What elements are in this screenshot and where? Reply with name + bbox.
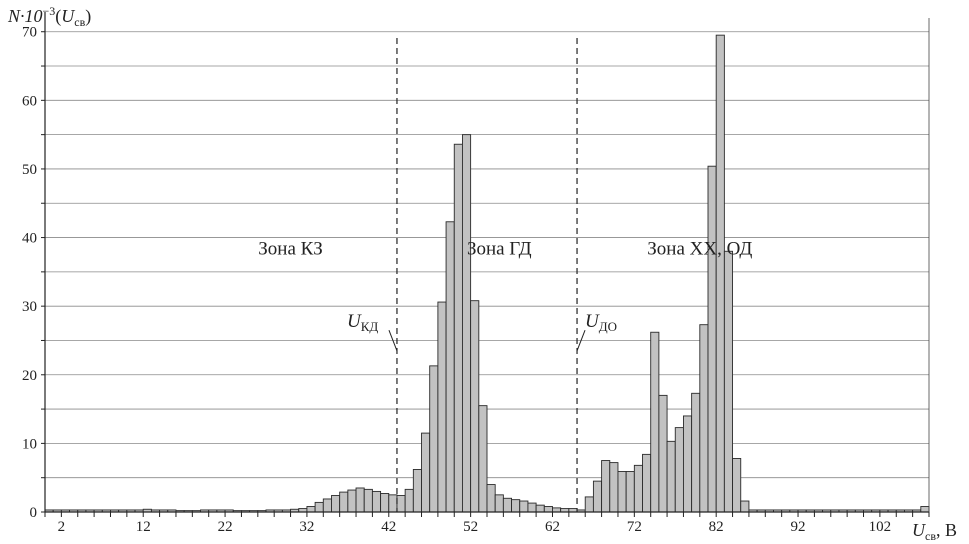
- histogram-bar: [691, 392, 701, 513]
- x-tick-label: 82: [709, 519, 724, 535]
- histogram-bar: [527, 502, 537, 513]
- histogram-bar: [715, 34, 725, 513]
- histogram-bars: [44, 34, 930, 513]
- histogram-bar: [519, 500, 529, 513]
- histogram-bar: [445, 221, 455, 513]
- x-tick-label: 32: [299, 519, 314, 535]
- zone-labels: Зона КЗ Зона ГД Зона ХХ, ОД: [258, 239, 752, 260]
- y-axis-title: N·10−3(Uсв): [7, 4, 91, 29]
- histogram-bar: [429, 365, 439, 513]
- histogram-bar: [707, 165, 717, 513]
- boundary-label: UДО: [585, 311, 617, 334]
- histogram-bar: [478, 405, 488, 513]
- histogram-bar: [601, 460, 611, 513]
- histogram-bar: [322, 498, 332, 513]
- histogram-bar: [592, 480, 603, 513]
- y-tick-label: 20: [22, 368, 37, 384]
- x-tick-label: 62: [545, 519, 560, 535]
- y-tick-label: 60: [22, 93, 37, 109]
- histogram-bar: [494, 494, 504, 513]
- histogram-bar: [625, 471, 635, 513]
- histogram-bar: [609, 462, 619, 513]
- histogram-bar: [421, 432, 431, 513]
- y-tick-label: 50: [22, 162, 37, 178]
- zone-boundaries: UКД UДО: [347, 38, 617, 512]
- x-tick-label: 92: [791, 519, 806, 535]
- histogram-bar: [396, 495, 406, 513]
- histogram-bar: [658, 394, 668, 513]
- x-tick-label: 52: [463, 519, 478, 535]
- histogram-bar: [650, 331, 660, 513]
- histogram-bar: [723, 250, 734, 513]
- histogram-bar: [404, 488, 414, 513]
- histogram-bar: [453, 143, 463, 513]
- histogram-bar: [642, 453, 652, 513]
- histogram-bar: [543, 506, 553, 513]
- histogram-bar: [699, 324, 709, 513]
- histogram-bar: [674, 427, 684, 513]
- x-tick-label: 102: [869, 519, 892, 535]
- histogram-bar: [633, 464, 643, 513]
- x-tick-label: 2: [58, 519, 66, 535]
- y-tick-label: 10: [22, 436, 37, 452]
- histogram-bar: [388, 494, 398, 513]
- zone-label: Зона ГД: [467, 239, 532, 260]
- histogram-bar: [486, 484, 496, 513]
- histogram-bar: [347, 489, 357, 513]
- histogram-bar: [363, 488, 373, 513]
- histogram-bar: [920, 506, 930, 513]
- boundary-leader-line: [576, 329, 586, 351]
- histogram-bar: [461, 134, 472, 513]
- x-axis-title: Uсв, В: [912, 520, 957, 543]
- x-tick-label: 12: [136, 519, 151, 535]
- y-tick-label: 30: [22, 299, 37, 315]
- boundary-label: UКД: [347, 311, 378, 334]
- histogram-bar: [502, 497, 513, 513]
- histogram-bar: [732, 458, 742, 513]
- y-tick-label: 0: [30, 505, 38, 521]
- x-tick-label: 42: [381, 519, 396, 535]
- y-tick-label: 40: [22, 231, 37, 247]
- histogram-bar: [437, 301, 447, 513]
- histogram-bar: [314, 501, 324, 513]
- grid-lines: [45, 31, 929, 479]
- x-tick-label: 22: [218, 519, 233, 535]
- histogram-bar: [666, 440, 676, 513]
- histogram-bar: [306, 506, 316, 513]
- histogram-bar: [682, 415, 693, 513]
- histogram-bar: [380, 493, 390, 513]
- histogram-bar: [552, 507, 562, 513]
- histogram-bar: [339, 491, 349, 513]
- histogram-bar: [470, 300, 480, 513]
- histogram-bar: [355, 487, 365, 513]
- histogram-bar: [617, 471, 627, 513]
- histogram-bar: [371, 490, 382, 513]
- histogram-bar: [740, 500, 750, 513]
- zone-label: Зона ХХ, ОД: [647, 239, 752, 260]
- x-tick-label: 72: [627, 519, 642, 535]
- histogram-bar: [331, 495, 341, 513]
- histogram-bar: [535, 504, 545, 513]
- histogram-bar: [584, 496, 594, 513]
- zone-label: Зона КЗ: [258, 239, 323, 260]
- y-tick-label: 70: [22, 25, 37, 41]
- histogram-bar: [412, 469, 422, 513]
- boundary-leader-line: [388, 329, 398, 351]
- histogram-bar: [511, 499, 521, 513]
- axes: [41, 12, 930, 517]
